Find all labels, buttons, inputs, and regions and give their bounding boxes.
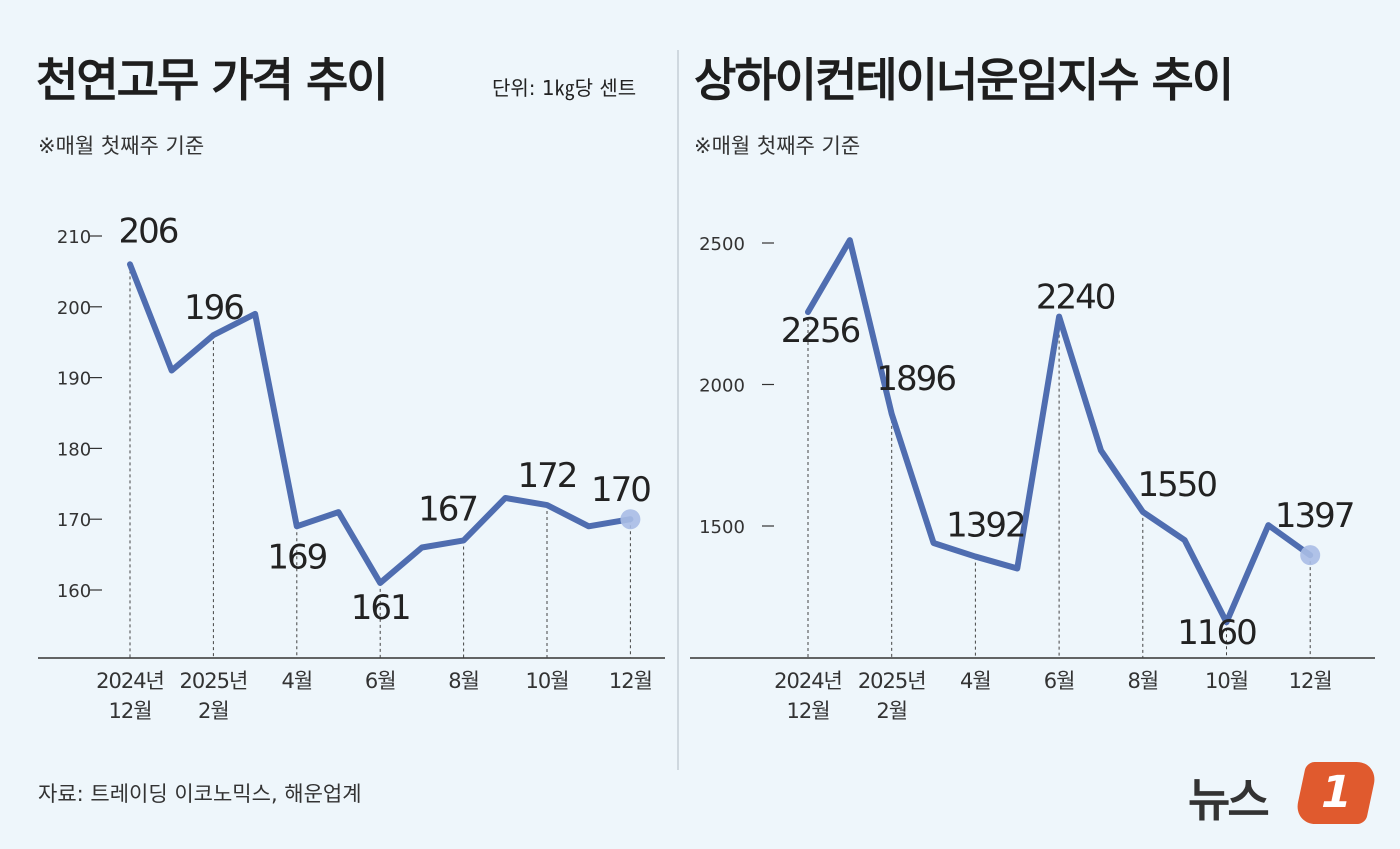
x-tick-label: 2025년 [858, 669, 926, 693]
data-label: 1397 [1275, 496, 1354, 536]
x-tick-label: 6월 [1044, 669, 1075, 693]
x-tick-label: 2025년 [180, 669, 248, 693]
series-line [127, 261, 634, 586]
left-chart-unit: 단위: 1㎏당 센트 [492, 76, 637, 100]
data-point [1300, 545, 1321, 566]
logo-mark: 1 [1293, 762, 1379, 824]
right-chart-title: 상하이컨테이너운임지수 추이 [694, 53, 1234, 107]
data-label: 170 [591, 470, 650, 510]
data-label: 196 [184, 288, 243, 328]
data-label: 1550 [1138, 465, 1217, 505]
y-tick-label: 180 [57, 439, 91, 460]
left-chart-note: ※매월 첫째주 기준 [38, 134, 205, 158]
x-tick-label: 2월 [198, 699, 229, 723]
x-tick-label: 2024년 [96, 669, 164, 693]
x-tick-label: 12월 [108, 699, 151, 723]
x-tick-label: 2024년 [774, 669, 842, 693]
data-label: 2240 [1036, 278, 1115, 318]
data-label: 161 [351, 588, 410, 628]
y-tick-label: 2500 [699, 234, 745, 255]
x-tick-label: 10월 [1205, 669, 1248, 693]
news1-logo: 뉴스 1 [1188, 758, 1379, 828]
x-tick-label: 4월 [281, 669, 312, 693]
y-tick-label: 1500 [699, 517, 745, 538]
x-tick-label: 12월 [1289, 669, 1332, 693]
x-tick-label: 12월 [786, 699, 829, 723]
y-tick-label: 190 [57, 369, 91, 390]
y-tick-label: 2000 [699, 376, 745, 397]
logo-text: 뉴스 [1188, 773, 1270, 827]
data-label: 206 [119, 211, 178, 251]
y-tick-label: 170 [57, 510, 91, 531]
data-label: 167 [418, 489, 477, 529]
data-point [620, 509, 641, 530]
x-tick-label: 12월 [609, 669, 652, 693]
data-label: 1392 [946, 506, 1025, 546]
x-tick-label: 10월 [525, 669, 568, 693]
data-label: 2256 [781, 311, 860, 351]
x-tick-label: 2월 [876, 699, 907, 723]
data-label: 172 [518, 456, 577, 496]
x-tick-label: 8월 [448, 669, 479, 693]
source-note: 자료: 트레이딩 이코노믹스, 해운업계 [38, 782, 362, 806]
x-tick-label: 6월 [365, 669, 396, 693]
y-tick-label: 200 [57, 298, 91, 319]
data-label: 1896 [876, 359, 955, 399]
data-label: 1160 [1177, 613, 1256, 653]
x-tick-label: 4월 [960, 669, 991, 693]
y-tick-label: 210 [57, 227, 91, 248]
y-tick-label: 160 [57, 581, 91, 602]
right-chart-note: ※매월 첫째주 기준 [694, 134, 861, 158]
series-line [805, 237, 1314, 626]
data-label: 169 [267, 537, 326, 577]
x-tick-label: 8월 [1127, 669, 1158, 693]
left-chart-title: 천연고무 가격 추이 [36, 53, 389, 107]
chart-divider [677, 50, 679, 770]
